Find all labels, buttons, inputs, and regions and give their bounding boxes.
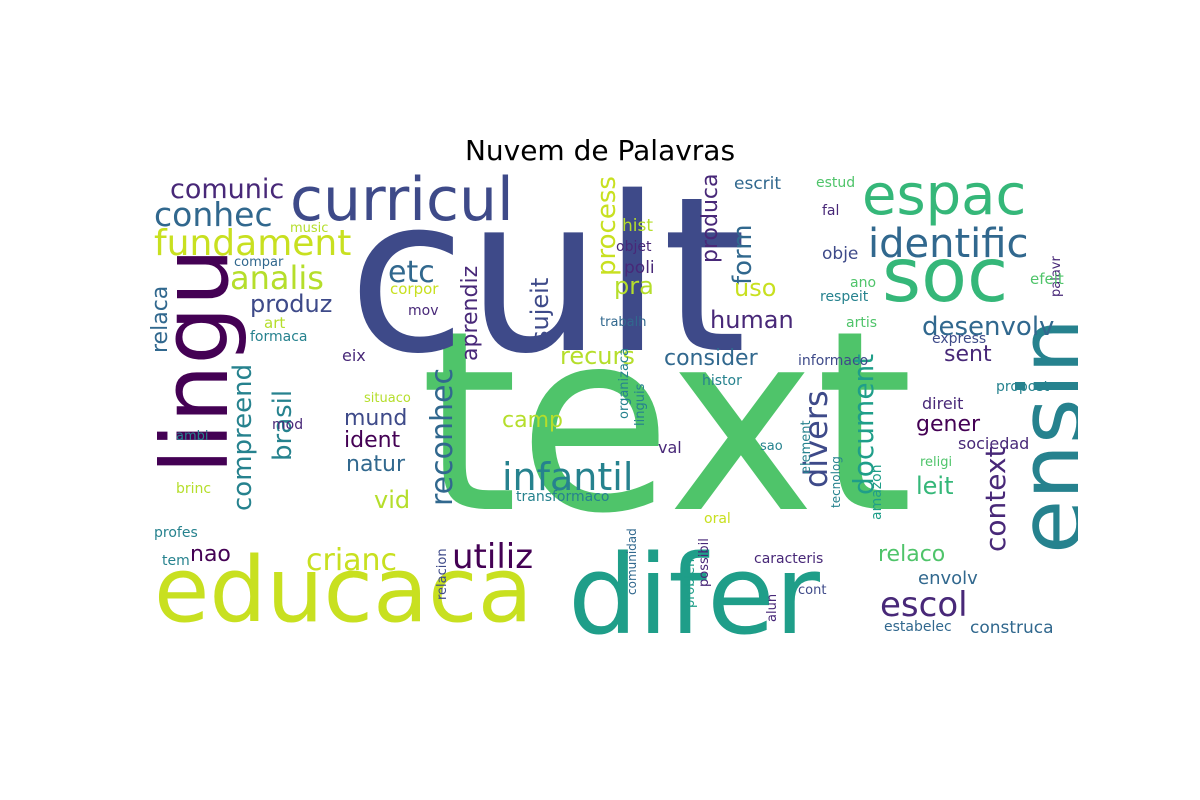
word-ano: ano	[850, 275, 877, 291]
word-eix: eix	[342, 346, 366, 365]
word-trabalh: trabalh	[600, 315, 647, 330]
word-relaco: relaco	[878, 542, 946, 567]
word-etc: etc	[388, 255, 435, 290]
word-sociedad: sociedad	[958, 434, 1030, 453]
word-situaco: situaco	[364, 391, 411, 406]
word-cloud: text cult educaca difer lingu ensin soc curricu…	[150, 168, 1078, 640]
word-caracteris: caracteris	[754, 551, 824, 567]
word-conhec: conhec	[154, 195, 273, 234]
word-vid: vid	[374, 486, 411, 514]
word-poli: poli	[624, 258, 655, 278]
word-express: express	[932, 331, 987, 347]
word-produz: produz	[250, 290, 333, 318]
word-sujeit: sujeit	[526, 277, 554, 343]
word-analis: analis	[230, 259, 324, 297]
word-formaca: formaca	[250, 329, 308, 345]
word-identific: identific	[868, 221, 1029, 267]
word-nao: nao	[190, 542, 231, 567]
word-camp: camp	[502, 408, 563, 433]
word-music: music	[290, 221, 329, 236]
chart-title: Nuvem de Palavras	[464, 134, 736, 167]
word-natur: natur	[346, 452, 406, 477]
word-construca: construca	[970, 618, 1054, 638]
word-val: val	[658, 438, 682, 457]
word-respeit: respeit	[820, 289, 869, 305]
word-transformaco: transformaco	[516, 489, 610, 505]
word-comunic: comunic	[170, 174, 285, 205]
word-process: process	[592, 176, 622, 276]
word-tem: tem	[162, 553, 190, 569]
word-comunidad: comunidad	[625, 528, 639, 595]
word-possibil: possibil	[697, 538, 712, 587]
word-compar: compar	[234, 255, 284, 270]
word-element: element	[799, 420, 814, 474]
word-curricul: curricul	[290, 168, 514, 235]
word-gener: gener	[916, 412, 981, 437]
word-alun: alun	[765, 593, 780, 622]
word-espac: espac	[862, 168, 1027, 228]
word-obje: obje	[822, 244, 859, 264]
word-text: text	[420, 277, 914, 568]
word-relacion: relacion	[435, 548, 450, 600]
word-amazon: amazon	[869, 464, 885, 520]
word-utiliz: utiliz	[452, 537, 534, 577]
word-recurs: recurs	[560, 342, 635, 370]
word-desenvolv: desenvolv	[922, 312, 1055, 342]
word-infantil: infantil	[502, 455, 634, 499]
word-problem: problem	[683, 554, 698, 608]
word-escol: escol	[880, 585, 968, 625]
word-profes: profes	[154, 525, 198, 541]
word-difer: difer	[568, 531, 821, 640]
word-envolv: envolv	[918, 568, 978, 589]
word-mov: mov	[408, 303, 439, 319]
word-mod: mod	[272, 417, 304, 433]
word-objet: objet	[616, 239, 652, 255]
word-religi: religi	[920, 455, 953, 470]
word-organizaca: organizaca	[617, 347, 632, 419]
word-efeit: efeit	[1030, 270, 1064, 288]
word-cult: cult	[348, 168, 747, 401]
word-hist: hist	[622, 216, 654, 236]
word-corpor: corpor	[390, 280, 439, 298]
word-histor: histor	[702, 373, 742, 389]
word-relaca: relaca	[150, 285, 173, 353]
word-ident: ident	[344, 428, 401, 453]
word-direit: direit	[922, 394, 964, 413]
word-leit: leit	[916, 472, 954, 500]
word-sent: sent	[944, 342, 992, 367]
word-propost: propost	[996, 379, 1050, 395]
word-estud: estud	[816, 175, 856, 191]
word-sao: sao	[760, 439, 783, 454]
word-informaco: informaco	[798, 353, 869, 369]
word-pra: pra	[614, 272, 654, 300]
word-fal: fal	[822, 203, 840, 219]
word-linguis: linguis	[633, 383, 648, 426]
word-crianc: crianc	[306, 543, 398, 578]
word-reconhec: reconhec	[425, 368, 460, 506]
word-oral: oral	[704, 511, 731, 527]
word-aprendiz: aprendiz	[458, 265, 483, 361]
word-estabelec: estabelec	[884, 619, 952, 635]
word-educaca: educaca	[154, 538, 533, 640]
word-escrit: escrit	[734, 174, 782, 194]
word-consider: consider	[664, 346, 758, 371]
word-art: art	[264, 314, 286, 332]
word-cont: cont	[798, 583, 827, 598]
word-mund: mund	[344, 406, 408, 431]
word-context: context	[979, 446, 1012, 552]
word-uso: uso	[734, 274, 777, 302]
word-produca: produca	[698, 173, 723, 263]
word-tecnolog: tecnolog	[829, 456, 843, 508]
word-ambi: ambi	[176, 429, 209, 444]
word-brinc: brinc	[176, 481, 212, 497]
word-artis: artis	[846, 315, 878, 331]
word-soc: soc	[882, 231, 1009, 319]
word-compreend: compreend	[228, 363, 258, 511]
word-fundament: fundament	[154, 223, 352, 264]
word-human: human	[710, 306, 794, 334]
